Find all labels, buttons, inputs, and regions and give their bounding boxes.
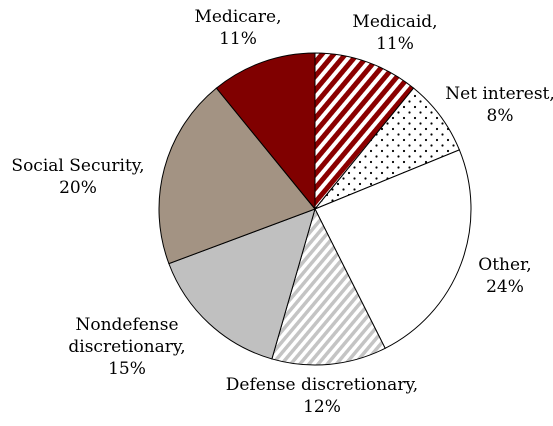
slice-label-line: 15% — [108, 359, 146, 379]
slice-label-defense-discretionary: Defense discretionary, 12% — [226, 375, 418, 417]
slice-label-other: Other, 24% — [478, 255, 531, 297]
slice-label-line: Medicaid, — [352, 12, 437, 32]
slice-label-medicaid: Medicaid, 11% — [352, 12, 437, 54]
slice-label-line: 11% — [219, 29, 257, 49]
slice-label-line: Social Security, — [11, 156, 144, 176]
slice-label-line: 8% — [487, 106, 514, 126]
slice-label-line: 12% — [303, 397, 341, 417]
slice-label-line: Medicare, — [194, 7, 281, 27]
pie-slices — [158, 52, 472, 366]
slice-label-medicare: Medicare, 11% — [194, 7, 281, 49]
slice-label-social-security: Social Security, 20% — [11, 156, 144, 198]
slice-label-line: 11% — [376, 34, 414, 54]
slice-label-line: Other, — [478, 255, 531, 275]
pie-slice-medicare — [215, 52, 316, 211]
pie-slice-other — [314, 149, 472, 350]
slice-label-line: Nondefense — [75, 315, 178, 335]
pie-slice-social-security — [158, 87, 316, 265]
slice-label-nondefense-discretionary: Nondefense discretionary, 15% — [68, 315, 185, 379]
slice-label-line: 20% — [59, 178, 97, 198]
slice-label-net-interest: Net interest, 8% — [445, 84, 553, 126]
pie-slice-medicaid — [314, 52, 415, 211]
pie-slice-nondefense-discretionary — [168, 208, 316, 360]
slice-labels: Medicaid, 11%Net interest, 8%Other, 24%Defe… — [11, 7, 553, 417]
slice-label-line: Defense discretionary, — [226, 375, 418, 395]
slice-label-line: 24% — [486, 277, 524, 297]
slice-label-line: Net interest, — [445, 84, 553, 104]
pie-slice-defense-discretionary — [271, 207, 386, 366]
slice-label-line: discretionary, — [68, 337, 185, 357]
